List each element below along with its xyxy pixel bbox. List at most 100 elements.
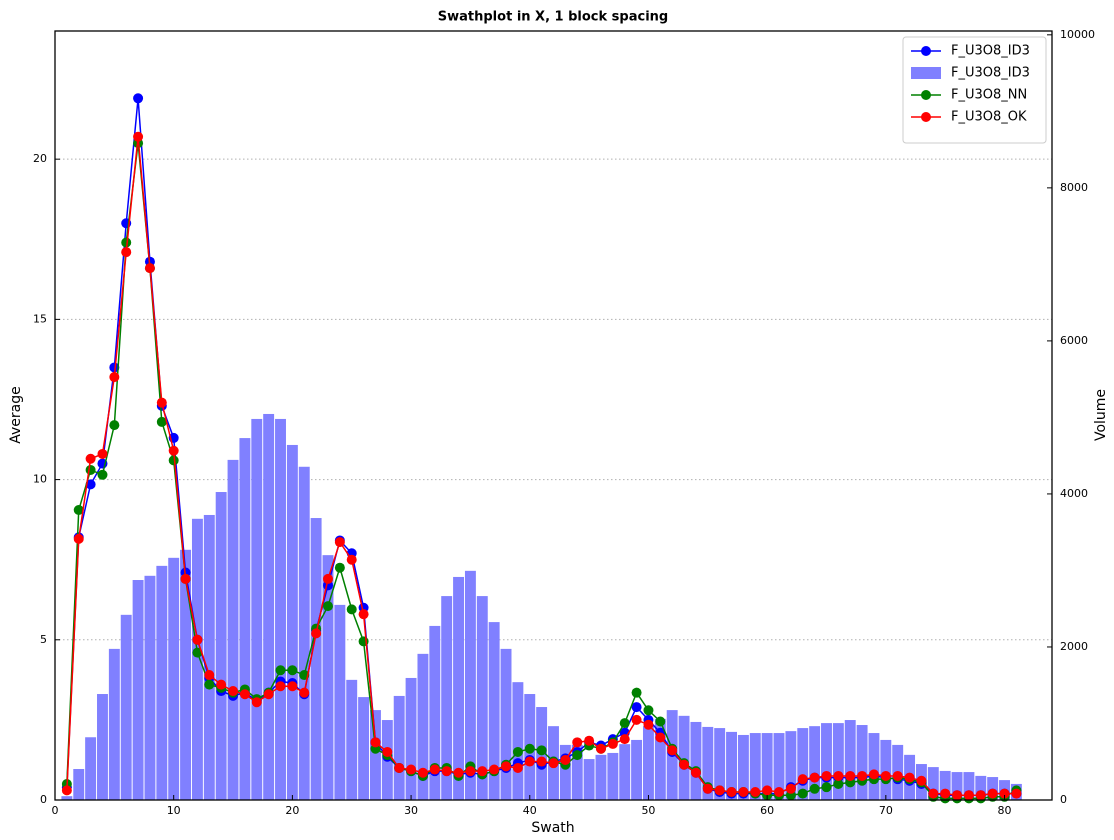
bar <box>429 625 441 800</box>
marker <box>584 735 595 746</box>
marker <box>892 770 903 781</box>
bar <box>286 444 298 800</box>
marker <box>548 758 559 769</box>
bar <box>488 622 500 800</box>
bar <box>168 557 180 800</box>
bar <box>773 733 785 800</box>
marker <box>228 686 239 697</box>
x-tick-label: 60 <box>760 804 774 817</box>
bar <box>251 418 263 800</box>
bar <box>702 726 714 800</box>
marker <box>833 778 844 789</box>
bar <box>108 648 120 800</box>
bar <box>631 739 643 800</box>
marker <box>465 766 476 777</box>
marker <box>334 562 345 573</box>
bar <box>393 695 405 800</box>
bar <box>97 694 108 800</box>
marker <box>121 247 132 258</box>
marker <box>417 767 428 778</box>
legend-label: F_U3O8_OK <box>951 110 1027 125</box>
legend-label: F_U3O8_ID3 <box>951 44 1030 59</box>
bar <box>239 438 251 800</box>
bar <box>512 682 524 800</box>
marker <box>572 737 583 748</box>
bar <box>275 418 286 800</box>
marker <box>928 788 939 799</box>
marker <box>512 746 523 757</box>
marker <box>109 372 120 383</box>
marker <box>643 719 654 730</box>
bar <box>963 772 975 800</box>
marker <box>180 573 191 584</box>
marker <box>239 689 250 700</box>
bar <box>939 770 951 800</box>
bar <box>358 697 370 800</box>
marker <box>429 764 440 775</box>
bar <box>263 413 275 800</box>
marker <box>631 702 642 713</box>
marker <box>85 453 96 464</box>
marker <box>963 790 974 801</box>
x-tick-label: 20 <box>285 804 299 817</box>
bar <box>61 796 73 800</box>
marker <box>536 745 547 756</box>
marker <box>797 788 808 799</box>
bar <box>203 514 215 800</box>
bar <box>749 733 761 800</box>
marker <box>655 716 666 727</box>
marker <box>690 767 701 778</box>
marker <box>785 783 796 794</box>
y2-tick-label: 8000 <box>1060 181 1088 194</box>
bar <box>215 492 227 800</box>
marker <box>797 774 808 785</box>
bar <box>821 723 832 800</box>
bar <box>441 596 453 800</box>
marker <box>904 772 915 783</box>
bar <box>156 565 168 800</box>
marker <box>821 770 832 781</box>
bar <box>583 759 595 800</box>
bar <box>417 653 429 800</box>
marker <box>168 455 179 466</box>
marker <box>501 761 512 772</box>
bar <box>227 459 239 800</box>
marker <box>322 601 333 612</box>
marker <box>750 786 761 797</box>
bar <box>951 772 963 800</box>
legend-swatch <box>911 67 941 79</box>
legend: F_U3O8_ID3 F_U3O8_ID3 F_U3O8_NN F_U3O8_OK <box>902 36 1047 144</box>
marker <box>216 679 227 690</box>
legend-marker <box>921 90 931 100</box>
y2-tick-label: 2000 <box>1060 640 1088 653</box>
marker <box>263 689 274 700</box>
bar <box>180 549 192 800</box>
marker <box>512 762 523 773</box>
marker <box>287 665 298 676</box>
marker <box>619 734 630 745</box>
marker <box>655 732 666 743</box>
marker <box>999 788 1010 799</box>
marker <box>275 665 286 676</box>
marker <box>192 647 203 658</box>
bar <box>73 769 85 800</box>
bar <box>120 614 132 800</box>
marker <box>560 754 571 765</box>
marker <box>109 362 120 373</box>
bar <box>453 576 465 800</box>
x-tick-label: 40 <box>523 804 537 817</box>
marker <box>61 785 72 796</box>
bar <box>654 718 666 800</box>
bar <box>809 726 821 800</box>
marker <box>477 766 488 777</box>
marker <box>762 785 773 796</box>
marker <box>346 554 357 565</box>
bar <box>880 739 892 800</box>
bar <box>405 677 417 800</box>
marker <box>809 772 820 783</box>
y2-tick-label: 0 <box>1060 793 1067 806</box>
bar <box>868 733 880 800</box>
bar <box>607 752 619 800</box>
y-tick-label: 0 <box>40 793 47 806</box>
marker <box>322 573 333 584</box>
